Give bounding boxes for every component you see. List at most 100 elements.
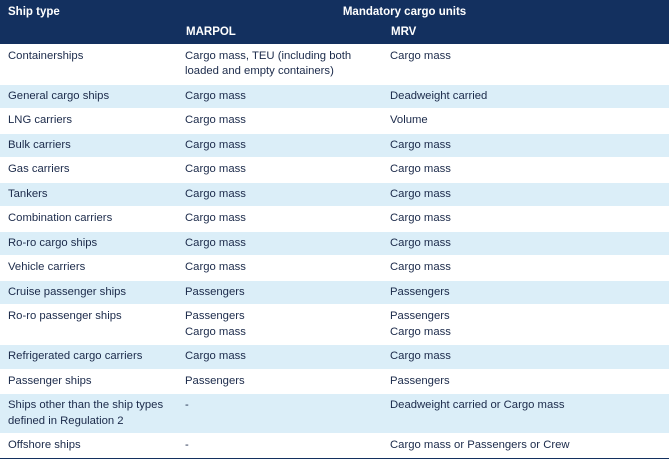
marpol-cell: Cargo mass — [178, 108, 383, 133]
mrv-header: MRV — [383, 23, 669, 44]
mrv-cell-text: Cargo mass or Passengers or Crew — [390, 439, 570, 451]
marpol-cell: Cargo mass — [178, 181, 383, 207]
marpol-cell: Passengers — [178, 279, 383, 305]
ship-type-cell-text: Refrigerated cargo carriers — [8, 350, 143, 362]
ship-type-cell: Passenger ships — [0, 368, 178, 394]
table-row: Offshore ships - Cargo mass or Passengers … — [0, 433, 669, 459]
ship-type-cell: Bulk carriers — [0, 132, 178, 158]
marpol-cell: Cargo mass — [178, 255, 383, 280]
table-row: Ro-ro cargo ships Cargo mass Cargo mass — [0, 230, 669, 256]
marpol-cell-text: - — [185, 439, 189, 451]
marpol-cell-text: Cargo mass — [185, 89, 246, 102]
ship-type-cell-text: Ro-ro cargo ships — [8, 236, 98, 249]
mrv-cell: Deadweight carried — [383, 83, 669, 109]
marpol-cell-text: Cargo mass — [185, 163, 246, 175]
table-row: Vehicle carriers Cargo mass Cargo mass — [0, 255, 669, 280]
marpol-cell-text: Passengers — [185, 374, 245, 387]
ship-type-cell: Offshore ships — [0, 433, 178, 459]
marpol-cell-text: Passengers — [185, 285, 245, 298]
table-header: Ship type Mandatory cargo units MARPOL M… — [0, 0, 669, 44]
ship-type-cell-text: Vehicle carriers — [8, 261, 86, 273]
mrv-cell: Cargo mass — [383, 132, 669, 158]
mrv-cell-text: Volume — [390, 114, 428, 126]
marpol-cell-text: Cargo mass — [185, 187, 246, 200]
marpol-cell-text: Cargo mass — [185, 138, 246, 151]
marpol-cell: Cargo mass — [178, 230, 383, 256]
mrv-cell: Passengers — [383, 279, 669, 305]
ship-type-header: Ship type — [0, 0, 178, 23]
mrv-cell-text: Deadweight carried — [390, 89, 488, 102]
ship-type-cell-text: Gas carriers — [8, 163, 70, 175]
ship-type-cell: Tankers — [0, 181, 178, 207]
ship-type-cell-text: LNG carriers — [8, 114, 73, 126]
mrv-cell: Passengers — [383, 368, 669, 394]
mrv-cell: Cargo mass — [383, 344, 669, 369]
table-body: Containerships Cargo mass, TEU (including… — [0, 43, 669, 459]
marpol-cell-text: Cargo mass — [185, 236, 246, 249]
ship-type-cell: Ro-ro cargo ships — [0, 230, 178, 256]
mrv-cell-text: Passengers Cargo mass — [390, 310, 451, 338]
marpol-cell-text: Passengers Cargo mass — [185, 310, 246, 338]
ship-type-cell-text: Containerships — [8, 49, 84, 62]
ship-type-cell-text: Passenger ships — [8, 374, 92, 387]
ship-type-cell: Ships other than the ship types defined … — [0, 393, 178, 434]
ship-type-cell: Combination carriers — [0, 206, 178, 231]
marpol-cell: Cargo mass — [178, 344, 383, 369]
mrv-cell: Cargo mass — [383, 206, 669, 231]
ship-type-cell-text: Cruise passenger ships — [8, 285, 127, 298]
mrv-cell-text: Cargo mass — [390, 49, 451, 62]
ship-type-cell-text: General cargo ships — [8, 89, 110, 102]
marpol-cell: - — [178, 433, 383, 459]
mrv-cell-text: Cargo mass — [390, 261, 451, 273]
marpol-cell-text: Cargo mass — [185, 114, 246, 126]
ship-type-cell: Gas carriers — [0, 157, 178, 182]
table-row: Tankers Cargo mass Cargo mass — [0, 181, 669, 207]
mrv-cell: Cargo mass — [383, 181, 669, 207]
ship-type-cell: Vehicle carriers — [0, 255, 178, 280]
marpol-cell: Cargo mass — [178, 157, 383, 182]
mrv-cell-text: Cargo mass — [390, 236, 451, 249]
table-row: Cruise passenger ships Passengers Passenge… — [0, 279, 669, 305]
table-row: Gas carriers Cargo mass Cargo mass — [0, 157, 669, 182]
marpol-cell: Cargo mass, TEU (including both loaded a… — [178, 43, 383, 84]
marpol-cell-text: Cargo mass — [185, 350, 246, 362]
table-row: Passenger ships Passengers Passengers — [0, 368, 669, 394]
mrv-cell-text: Cargo mass — [390, 187, 451, 200]
mrv-cell: Cargo mass — [383, 157, 669, 182]
ship-type-cell-text: Tankers — [8, 187, 48, 200]
ship-type-cell: LNG carriers — [0, 108, 178, 133]
marpol-cell: - — [178, 393, 383, 434]
mrv-cell: Cargo mass — [383, 255, 669, 280]
ship-type-cell-text: Offshore ships — [8, 439, 81, 451]
marpol-header: MARPOL — [178, 23, 383, 44]
table-row: Refrigerated cargo carriers Cargo mass Car… — [0, 344, 669, 369]
ship-type-cell-text: Bulk carriers — [8, 138, 71, 151]
mrv-cell: Passengers Cargo mass — [383, 304, 669, 345]
ship-type-cell: Ro-ro passenger ships — [0, 304, 178, 345]
marpol-cell: Passengers — [178, 368, 383, 394]
table-row: Ships other than the ship types defined … — [0, 393, 669, 434]
mrv-cell-text: Deadweight carried or Cargo mass — [390, 399, 565, 411]
ship-type-cell: Refrigerated cargo carriers — [0, 344, 178, 369]
ship-type-cell: Containerships — [0, 43, 178, 84]
mrv-cell-text: Passengers — [390, 374, 450, 387]
table-row: Combination carriers Cargo mass Cargo mass — [0, 206, 669, 231]
marpol-cell-text: Cargo mass — [185, 212, 246, 224]
mrv-cell: Cargo mass — [383, 43, 669, 84]
mrv-cell-text: Cargo mass — [390, 350, 451, 362]
mrv-cell: Volume — [383, 108, 669, 133]
marpol-cell-text: Cargo mass — [185, 261, 246, 273]
ship-type-cell-text: Ro-ro passenger ships — [8, 310, 122, 322]
marpol-cell: Cargo mass — [178, 206, 383, 231]
table-row: Containerships Cargo mass, TEU (including… — [0, 43, 669, 84]
table-row: LNG carriers Cargo mass Volume — [0, 108, 669, 133]
table-row: General cargo ships Cargo mass Deadweight … — [0, 83, 669, 109]
ship-type-cell: Cruise passenger ships — [0, 279, 178, 305]
marpol-cell: Passengers Cargo mass — [178, 304, 383, 345]
marpol-cell: Cargo mass — [178, 132, 383, 158]
mrv-cell: Cargo mass or Passengers or Crew — [383, 433, 669, 459]
header-spacer — [0, 23, 178, 44]
table-row: Ro-ro passenger ships Passengers Cargo ma… — [0, 304, 669, 345]
marpol-cell-text: Cargo mass, TEU (including both loaded a… — [185, 49, 352, 78]
